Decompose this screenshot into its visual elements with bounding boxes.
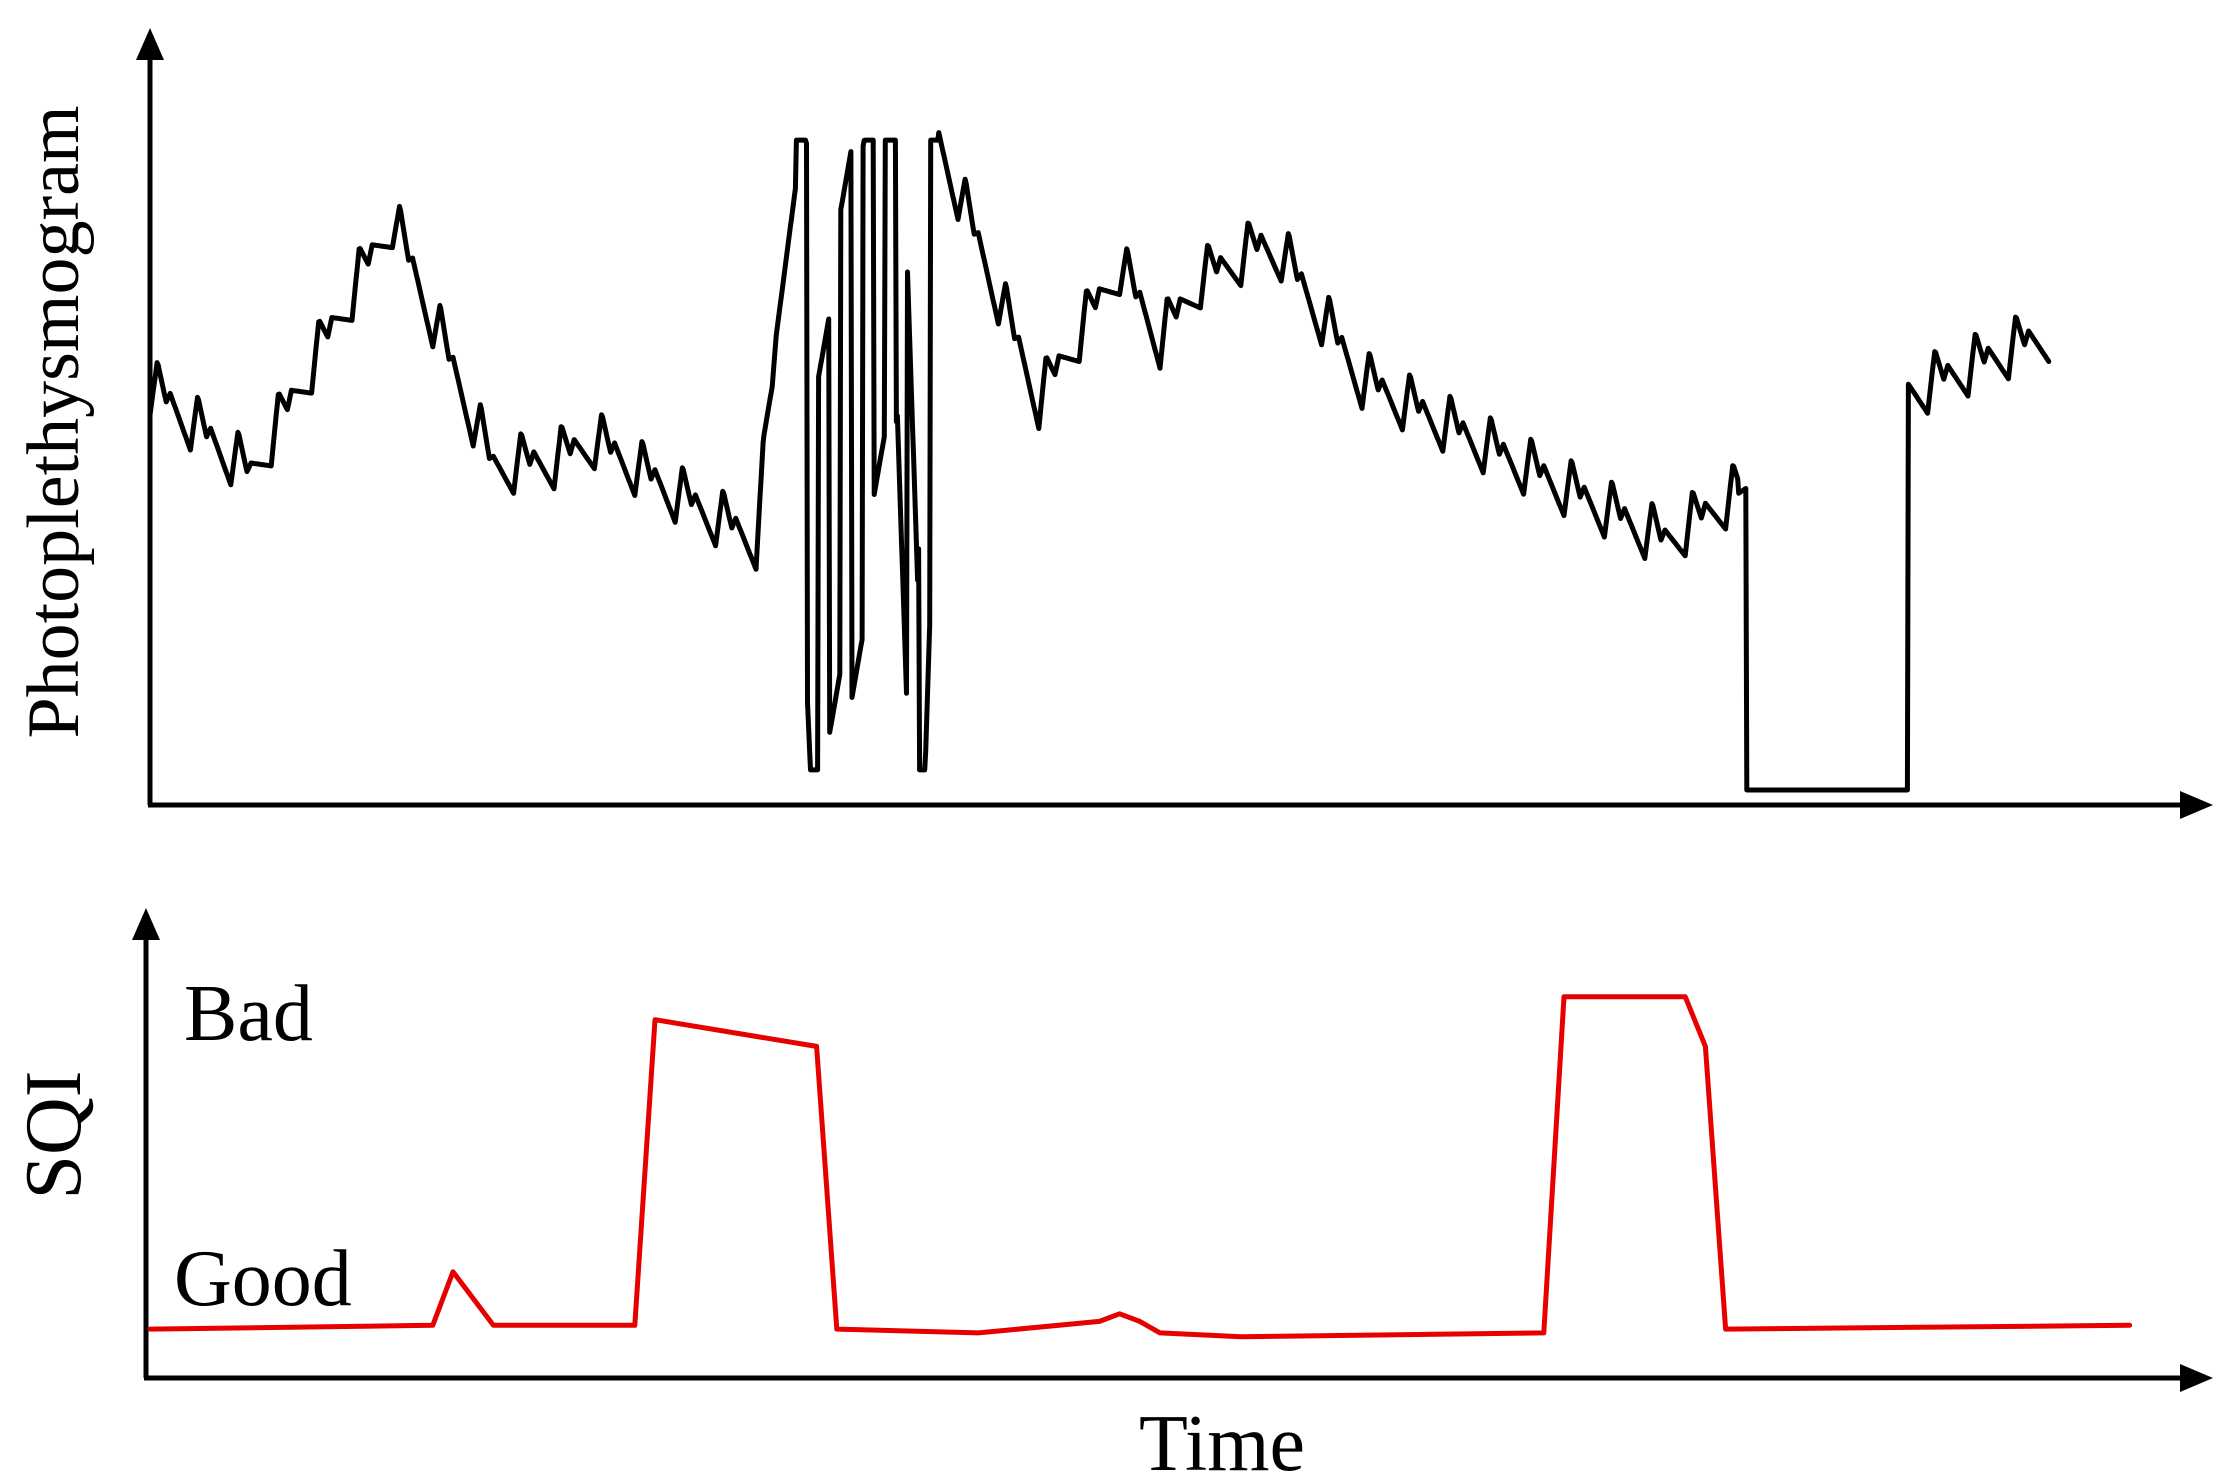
time-x-axis-label: Time xyxy=(1139,1400,1305,1483)
top-panel: Photoplethysmogram xyxy=(13,28,2213,819)
top-y-axis-arrow-icon xyxy=(136,28,164,60)
ppg-signal-trace xyxy=(147,130,2052,793)
bottom-x-axis-arrow-icon xyxy=(2180,1364,2213,1392)
sqi-level-good-label: Good xyxy=(174,1235,352,1323)
ppg-y-axis-label: Photoplethysmogram xyxy=(13,105,95,738)
sqi-signal-trace xyxy=(147,994,2133,1340)
sqi-level-bad-label: Bad xyxy=(184,970,313,1058)
top-x-axis-arrow-icon xyxy=(2180,791,2213,819)
sqi-y-axis-label: SQI xyxy=(10,1071,98,1200)
bottom-panel: Bad Good SQI xyxy=(10,908,2213,1392)
bottom-y-axis-arrow-icon xyxy=(132,908,160,940)
